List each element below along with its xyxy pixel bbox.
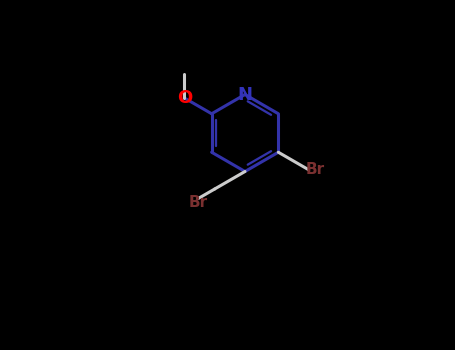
Text: Br: Br: [306, 162, 325, 177]
Text: N: N: [238, 85, 253, 104]
Text: Br: Br: [188, 195, 207, 210]
Text: O: O: [177, 89, 192, 107]
